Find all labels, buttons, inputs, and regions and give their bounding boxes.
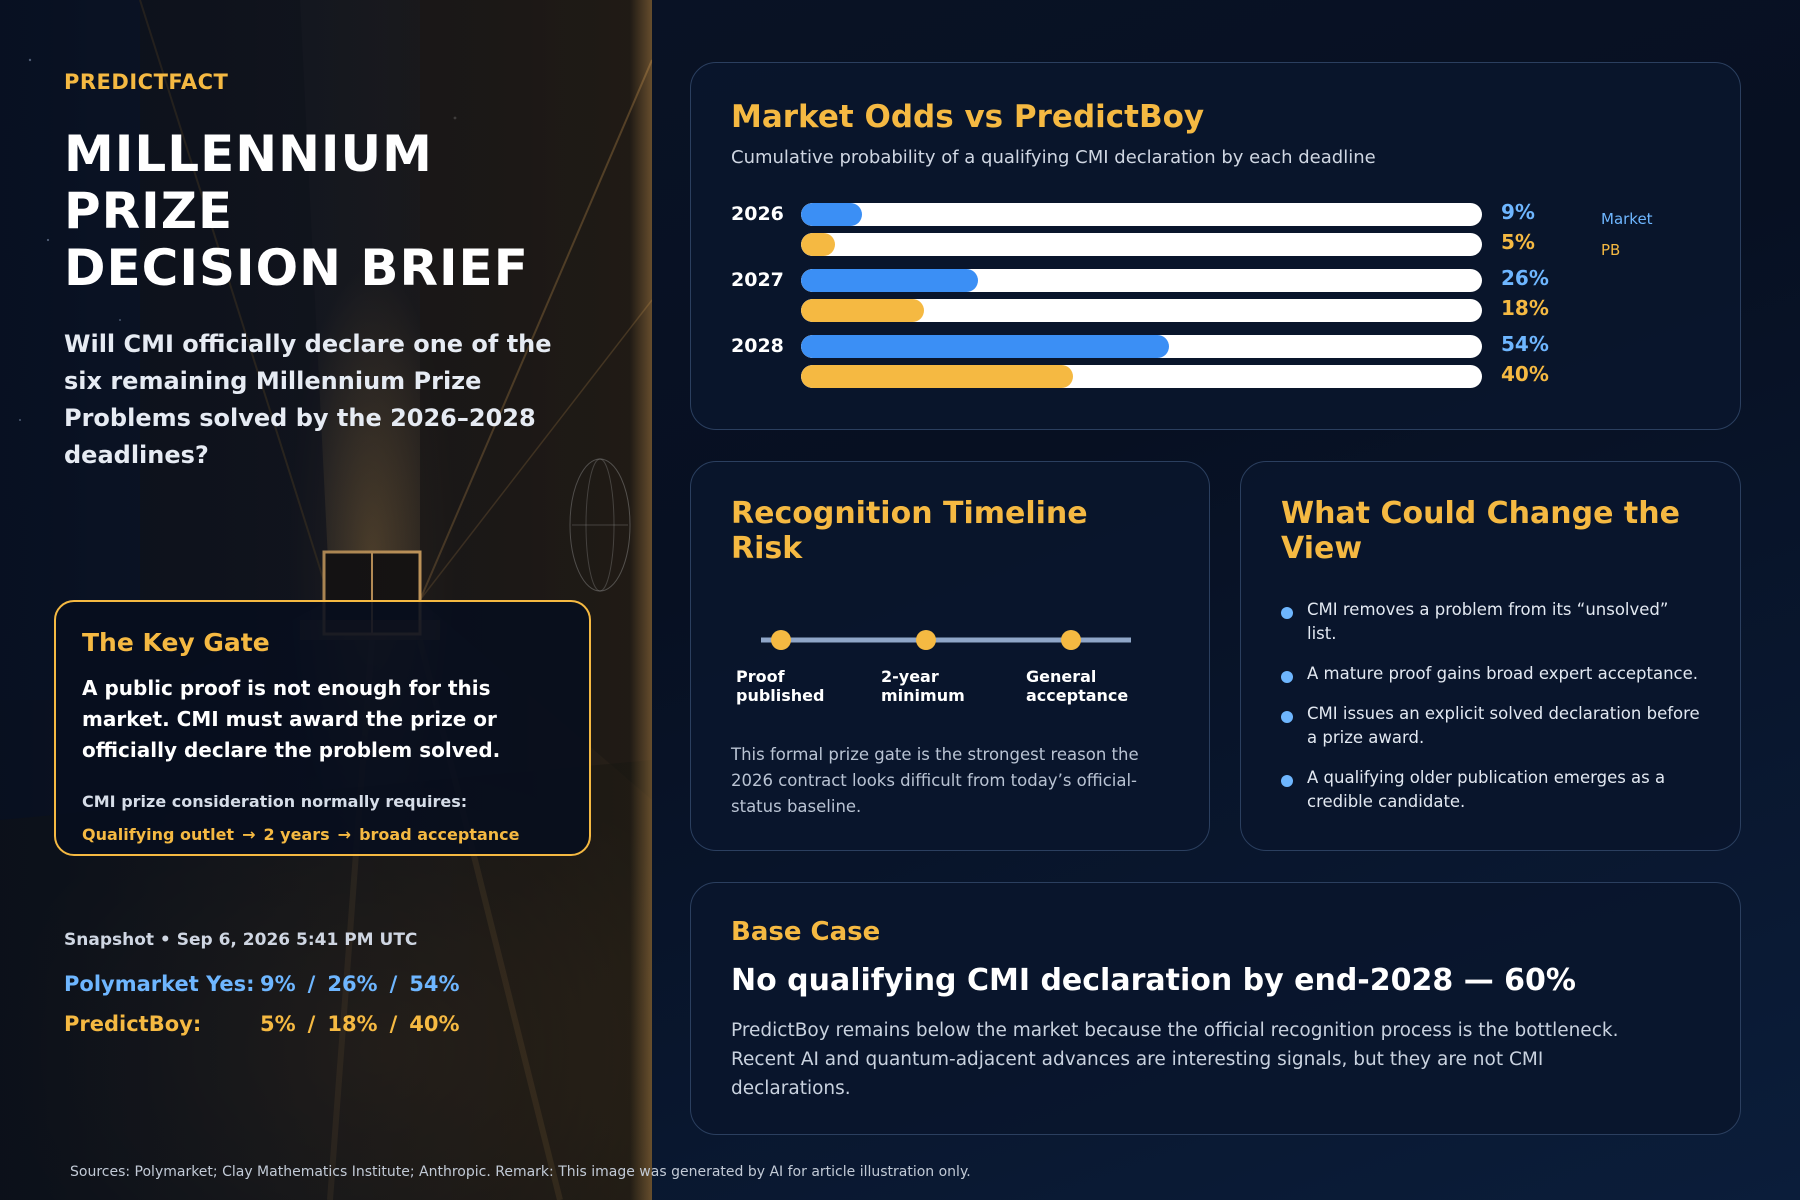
base-case-headline: No qualifying CMI declaration by end-202… (731, 963, 1576, 998)
milestone-label: 2-year minimum (881, 667, 965, 705)
polymarket-odds: Polymarket Yes: 9% / 26% / 54% (64, 972, 460, 996)
list-item-text: A qualifying older publication emerges a… (1307, 768, 1666, 811)
odds-separator: / (307, 972, 316, 996)
timeline-graphic (761, 630, 1131, 650)
key-gate-card: The Key Gate A public proof is not enoug… (54, 600, 591, 856)
polymarket-label: Polymarket Yes: (64, 972, 255, 996)
bar-data-label: 5% (1501, 230, 1535, 254)
list-item-text: A mature proof gains broad expert accept… (1307, 664, 1699, 683)
timeline-card: Recognition Timeline Risk Proof publishe… (690, 461, 1210, 851)
chart-subtitle: Cumulative probability of a qualifying C… (731, 147, 1376, 168)
milestone-marker (1061, 630, 1081, 650)
odds-value: 5% (260, 1012, 296, 1036)
flow-step: Qualifying outlet (82, 825, 235, 844)
timeline-title: Recognition Timeline Risk (731, 496, 1088, 566)
predictboy-odds: PredictBoy: 5% / 18% / 40% (64, 1012, 460, 1036)
footer-sources: Sources: Polymarket; Clay Mathematics In… (70, 1164, 971, 1180)
timeline-note: This formal prize gate is the strongest … (731, 745, 1139, 816)
bullet-dot-icon (1281, 607, 1293, 619)
bullet-dot-icon (1281, 711, 1293, 723)
year-tick-label: 2026 (731, 203, 784, 225)
bar-track (801, 299, 1482, 322)
odds-value: 40% (409, 1012, 460, 1036)
key-gate-note: CMI prize consideration normally require… (82, 792, 468, 811)
bar-track (801, 233, 1482, 256)
arrow-right-icon: → (337, 825, 352, 844)
bar-track (801, 269, 1482, 292)
key-gate-body: A public proof is not enough for this ma… (82, 676, 501, 762)
list-item-text: CMI issues an explicit solved declaratio… (1307, 704, 1700, 747)
odds-value: 54% (409, 972, 460, 996)
legend-entry: Market (1601, 210, 1653, 228)
milestone-line: 2-year (881, 667, 939, 686)
bar-track (801, 365, 1482, 388)
milestone-line: General (1026, 667, 1097, 686)
odds-separator: / (389, 972, 398, 996)
brand-name: PREDICTFACT (64, 70, 229, 94)
base-case-title: Base Case (731, 917, 881, 947)
bar-market-2026 (801, 203, 863, 226)
base-case-body: PredictBoy remains below the market beca… (731, 1020, 1619, 1099)
bar-pb-2026 (801, 233, 836, 256)
title-line: PRIZE (64, 182, 234, 240)
odds-value: 18% (327, 1012, 378, 1036)
bar-track (801, 203, 1482, 226)
bar-market-2027 (801, 269, 979, 292)
milestone-marker (771, 630, 791, 650)
odds-value: 26% (327, 972, 378, 996)
title-line: DECISION BRIEF (64, 239, 529, 297)
arrow-right-icon: → (242, 825, 256, 844)
chart-title: Market Odds vs PredictBoy (731, 99, 1205, 135)
predictboy-label: PredictBoy: (64, 1012, 202, 1036)
odds-chart-card: Market Odds vs PredictBoy Cumulative pro… (690, 62, 1741, 430)
year-tick-label: 2027 (731, 269, 784, 291)
change-view-list: CMI removes a problem from its “unsolved… (1281, 598, 1700, 814)
list-item: A qualifying older publication emerges a… (1281, 766, 1700, 814)
milestone-label: Proof published (736, 667, 824, 705)
milestone-line: published (736, 686, 825, 705)
bar-data-label: 54% (1501, 332, 1549, 356)
page-title: MILLENNIUM PRIZE DECISION BRIEF (64, 126, 624, 297)
key-gate-title: The Key Gate (82, 628, 270, 657)
snapshot-timestamp: Snapshot • Sep 6, 2026 5:41 PM UTC (64, 930, 418, 950)
legend-entry: PB (1601, 241, 1621, 259)
list-item: CMI removes a problem from its “unsolved… (1281, 598, 1700, 646)
list-item: A mature proof gains broad expert accept… (1281, 662, 1700, 686)
bar-pb-2028 (801, 365, 1074, 388)
change-view-card: What Could Change the View CMI removes a… (1240, 461, 1741, 851)
odds-value: 9% (260, 972, 296, 996)
bar-market-2028 (801, 335, 1169, 358)
flow-step: broad acceptance (359, 825, 520, 844)
bar-track (801, 335, 1482, 358)
list-item: CMI issues an explicit solved declaratio… (1281, 702, 1700, 750)
list-item-text: CMI removes a problem from its “unsolved… (1307, 600, 1669, 643)
market-question: Will CMI officially declare one of the s… (64, 330, 552, 469)
year-tick-label: 2028 (731, 335, 784, 357)
panel-edge-glow (630, 0, 652, 1200)
bar-data-label: 26% (1501, 266, 1549, 290)
odds-separator: / (389, 1012, 398, 1036)
bullet-dot-icon (1281, 671, 1293, 683)
change-view-title: What Could Change the View (1281, 496, 1680, 566)
milestone-marker (916, 630, 936, 650)
key-gate-flow: Qualifying outlet → 2 years → broad acceptan… (82, 825, 563, 844)
odds-separator: / (307, 1012, 316, 1036)
bullet-dot-icon (1281, 775, 1293, 787)
milestone-line: Proof (736, 667, 785, 686)
bar-chart: 2026 9% 5% 2027 26% 18% 2028 54% 40% Market PB (731, 200, 1711, 403)
bar-pb-2027 (801, 299, 924, 322)
bar-data-label: 9% (1501, 200, 1535, 224)
milestone-line: minimum (881, 686, 965, 705)
bar-data-label: 18% (1501, 296, 1549, 320)
base-case-card: Base Case No qualifying CMI declaration … (690, 882, 1741, 1135)
flow-step: 2 years (263, 825, 330, 844)
milestone-label: General acceptance (1026, 667, 1128, 705)
title-line: MILLENNIUM (64, 125, 433, 183)
bar-data-label: 40% (1501, 362, 1549, 386)
milestone-line: acceptance (1026, 686, 1129, 705)
